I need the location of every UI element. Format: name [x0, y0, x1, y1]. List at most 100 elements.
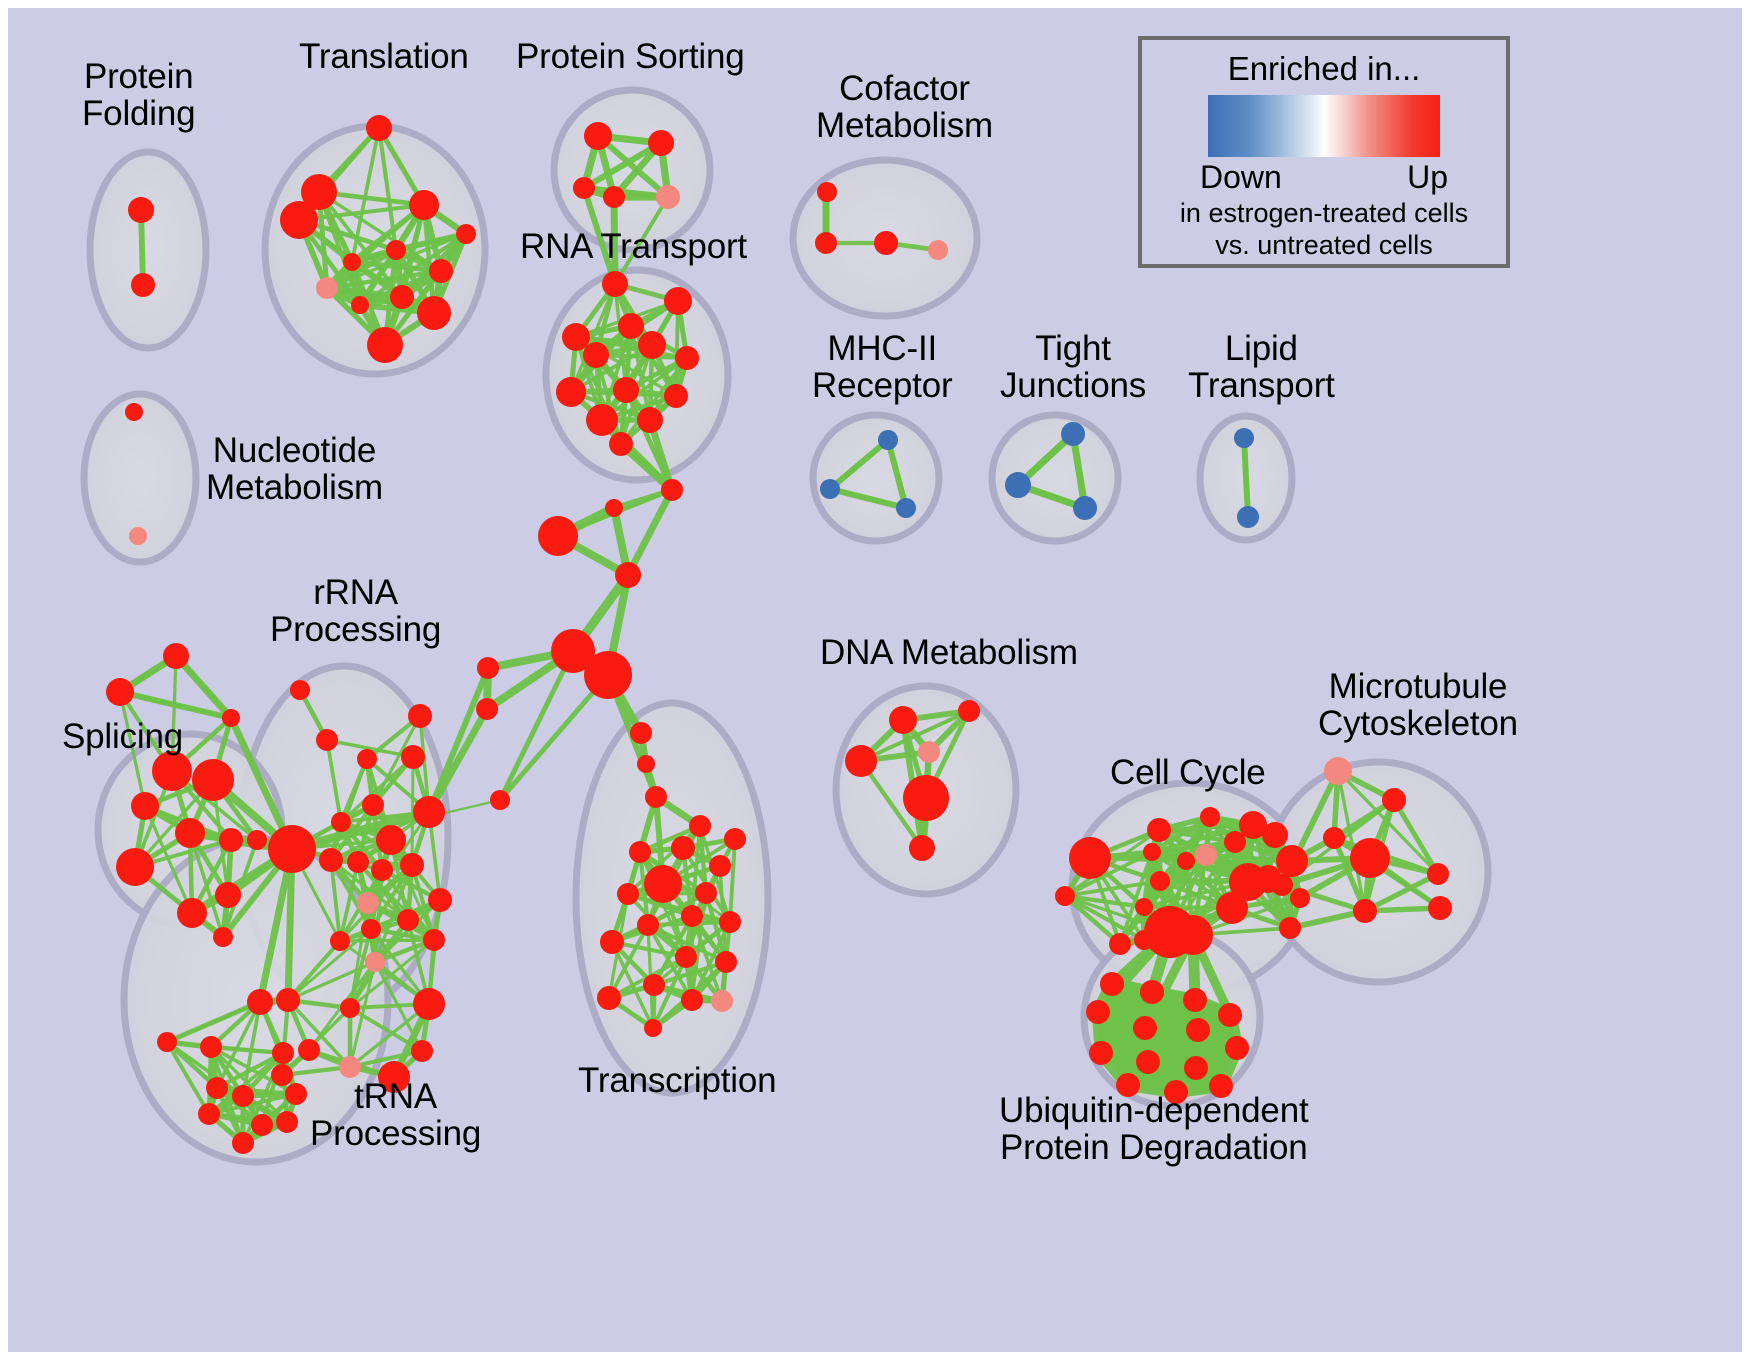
network-node-ubiquitin-protein-degradation[interactable] [1183, 988, 1207, 1012]
network-node-rna-transport[interactable] [664, 287, 692, 315]
network-node-rrna-processing[interactable] [428, 888, 452, 912]
network-node-dna-metabolism[interactable] [889, 706, 917, 734]
network-node-bridge[interactable] [584, 651, 632, 699]
network-node-rrna-processing[interactable] [276, 988, 300, 1012]
network-node-splicing[interactable] [247, 830, 267, 850]
network-node-rna-transport[interactable] [562, 323, 590, 351]
network-node-transcription[interactable] [675, 946, 697, 968]
network-node-trna-processing[interactable] [232, 1085, 254, 1107]
network-node-cell-cycle[interactable] [1177, 852, 1195, 870]
network-node-ubiquitin-protein-degradation[interactable] [1225, 1036, 1249, 1060]
network-node-trna-processing[interactable] [157, 1032, 177, 1052]
network-node-cell-cycle[interactable] [1262, 822, 1288, 848]
network-node-rrna-processing[interactable] [362, 794, 384, 816]
network-node-rna-transport[interactable] [638, 331, 666, 359]
network-node-splicing[interactable] [131, 792, 159, 820]
network-node-translation[interactable] [316, 277, 338, 299]
network-node-bridge[interactable] [551, 629, 595, 673]
network-node-splicing[interactable] [219, 828, 243, 852]
network-node-splicing[interactable] [192, 759, 234, 801]
network-node-trna-processing[interactable] [276, 1111, 298, 1133]
cluster-hull-protein-sorting[interactable] [550, 86, 714, 254]
network-node-dna-metabolism[interactable] [845, 745, 877, 777]
network-node-rna-transport[interactable] [602, 271, 628, 297]
network-node-mhc-ii-receptor[interactable] [820, 479, 840, 499]
network-node-trna-processing[interactable] [206, 1077, 228, 1099]
network-node-bridge[interactable] [538, 516, 578, 556]
network-node-rrna-processing[interactable] [413, 796, 445, 828]
network-node-tight-junctions[interactable] [1061, 422, 1085, 446]
network-node-bridge[interactable] [476, 698, 498, 720]
network-node-translation[interactable] [429, 259, 453, 283]
network-node-cell-cycle[interactable] [1200, 807, 1220, 827]
network-node-splicing[interactable] [163, 643, 189, 669]
network-node-cell-cycle[interactable] [1276, 845, 1308, 877]
network-node-translation[interactable] [280, 201, 318, 239]
network-node-transcription[interactable] [709, 855, 731, 877]
network-node-rrna-processing[interactable] [357, 749, 377, 769]
network-node-rna-transport[interactable] [586, 404, 618, 436]
network-node-cell-cycle[interactable] [1216, 892, 1248, 924]
network-node-cell-cycle[interactable] [1055, 886, 1075, 906]
network-node-transcription[interactable] [695, 882, 717, 904]
network-node-nucleotide-metabolism[interactable] [125, 403, 143, 421]
network-node-protein-folding[interactable] [131, 273, 155, 297]
network-node-cofactor-metabolism[interactable] [874, 231, 898, 255]
network-node-bridge[interactable] [605, 499, 623, 517]
network-node-rrna-processing[interactable] [371, 859, 393, 881]
network-node-rna-transport[interactable] [664, 384, 688, 408]
network-node-trna-processing[interactable] [251, 1114, 273, 1136]
network-node-ubiquitin-protein-degradation[interactable] [1133, 1016, 1157, 1040]
network-node-transcription[interactable] [719, 911, 741, 933]
network-node-microtubule-cytoskeleton[interactable] [1382, 788, 1406, 812]
network-node-rrna-processing[interactable] [408, 704, 432, 728]
network-node-ubiquitin-protein-degradation[interactable] [1164, 1080, 1188, 1104]
network-node-splicing[interactable] [116, 848, 154, 886]
network-node-rna-transport[interactable] [675, 346, 699, 370]
network-node-transcription[interactable] [724, 828, 746, 850]
network-node-cell-cycle[interactable] [1290, 888, 1310, 908]
network-node-rrna-processing[interactable] [401, 745, 425, 769]
network-node-splicing[interactable] [213, 927, 233, 947]
network-node-rna-transport[interactable] [583, 342, 609, 368]
network-node-ubiquitin-protein-degradation[interactable] [1136, 1050, 1160, 1074]
network-node-translation[interactable] [366, 115, 392, 141]
network-node-splicing[interactable] [152, 751, 192, 791]
cluster-hull-nucleotide-metabolism[interactable] [80, 390, 200, 566]
network-node-microtubule-cytoskeleton[interactable] [1324, 757, 1352, 785]
network-node-translation[interactable] [386, 240, 406, 260]
network-node-rrna-processing[interactable] [330, 931, 350, 951]
network-node-cell-cycle[interactable] [1239, 811, 1267, 839]
network-node-transcription[interactable] [643, 974, 665, 996]
network-node-splicing[interactable] [222, 709, 240, 727]
network-node-lipid-transport[interactable] [1237, 506, 1259, 528]
network-node-rrna-processing[interactable] [361, 919, 381, 939]
network-node-rrna-processing[interactable] [400, 853, 424, 877]
network-node-rrna-processing[interactable] [340, 998, 360, 1018]
network-node-cell-cycle[interactable] [1143, 843, 1161, 861]
network-node-translation[interactable] [367, 327, 403, 363]
network-node-protein-folding[interactable] [128, 197, 154, 223]
network-node-mhc-ii-receptor[interactable] [878, 430, 898, 450]
network-node-cofactor-metabolism[interactable] [928, 240, 948, 260]
network-node-protein-sorting[interactable] [584, 122, 612, 150]
network-node-trna-processing[interactable] [247, 989, 273, 1015]
network-node-ubiquitin-protein-degradation[interactable] [1140, 980, 1164, 1004]
network-node-rrna-processing[interactable] [331, 812, 351, 832]
network-node-bridge[interactable] [477, 657, 499, 679]
network-node-ubiquitin-protein-degradation[interactable] [1089, 1041, 1113, 1065]
network-node-dna-metabolism[interactable] [903, 775, 949, 821]
network-node-cofactor-metabolism[interactable] [815, 232, 837, 254]
network-node-microtubule-cytoskeleton[interactable] [1428, 896, 1452, 920]
network-node-translation[interactable] [417, 296, 451, 330]
network-node-rrna-processing[interactable] [316, 729, 338, 751]
network-node-ubiquitin-protein-degradation[interactable] [1209, 1074, 1233, 1098]
network-node-transcription[interactable] [689, 815, 711, 837]
network-node-cell-cycle[interactable] [1109, 933, 1131, 955]
network-node-rna-transport[interactable] [618, 313, 644, 339]
network-node-trna-processing[interactable] [232, 1132, 254, 1154]
network-node-translation[interactable] [343, 253, 361, 271]
network-node-translation[interactable] [301, 174, 337, 210]
cluster-hull-mhc-ii-receptor[interactable] [809, 411, 943, 545]
network-node-cell-cycle[interactable] [1150, 871, 1170, 891]
